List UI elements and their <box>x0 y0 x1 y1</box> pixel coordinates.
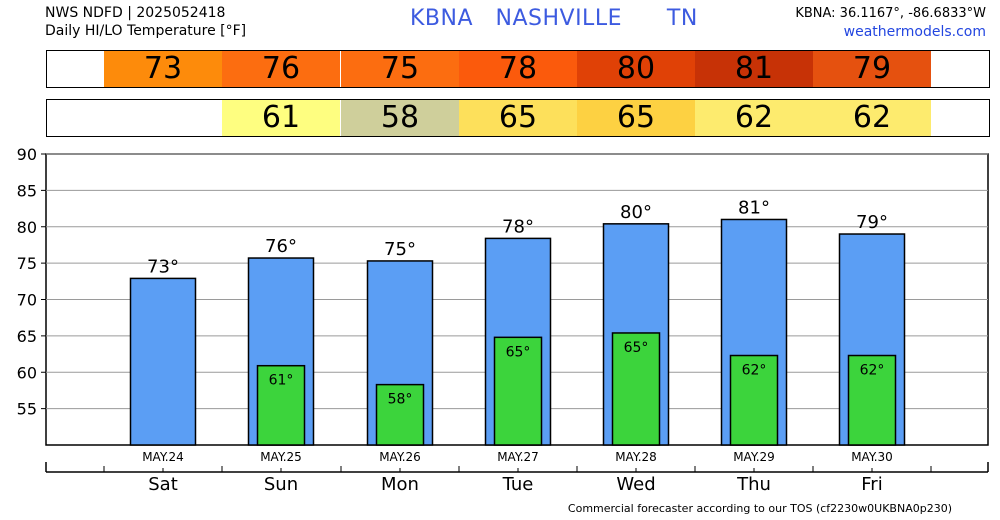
high-label: 73° <box>147 256 179 277</box>
low-temp-cell: 65 <box>577 100 695 136</box>
high-temp-cell: 79 <box>813 51 931 87</box>
low-temp-strip: 61 58 65 65 62 62 <box>46 99 990 137</box>
y-tick-label: 55 <box>17 400 37 419</box>
low-label: 62° <box>860 363 885 379</box>
temperature-chart: 55 60 65 70 75 80 85 90 73° 76° 61° 75° 58° 78° 65° 80°… <box>17 145 989 495</box>
site-link[interactable]: weathermodels.com <box>843 24 986 40</box>
low-label: 62° <box>742 363 767 379</box>
product-label: Daily HI/LO Temperature [°F] <box>45 23 247 39</box>
low-bar <box>375 383 425 446</box>
low-label: 65° <box>624 340 649 356</box>
y-tick-label: 60 <box>17 363 37 382</box>
high-label: 78° <box>502 216 534 237</box>
date-label: MAY.26 <box>379 450 421 464</box>
y-tick-label: 80 <box>17 218 37 237</box>
day-label: Sun <box>264 474 298 495</box>
low-bar <box>729 354 779 446</box>
date-label: MAY.30 <box>851 450 893 464</box>
date-label: MAY.25 <box>260 450 302 464</box>
low-bar <box>847 354 897 446</box>
y-tick-label: 90 <box>17 145 37 164</box>
low-temp-cell: 61 <box>222 100 340 136</box>
high-temp-cell: 81 <box>695 51 813 87</box>
low-temp-cell: 65 <box>459 100 577 136</box>
header-right: KBNA: 36.1167°, -86.6833°W weathermodels… <box>795 4 986 42</box>
high-temp-strip: 73 76 75 78 80 81 79 <box>46 50 990 88</box>
high-bar <box>129 277 197 446</box>
low-temp-cell: 62 <box>695 100 813 136</box>
low-bar <box>493 336 543 446</box>
high-temp-cell: 80 <box>577 51 695 87</box>
low-bar <box>611 332 661 446</box>
high-temp-cell: 76 <box>222 51 340 87</box>
high-label: 80° <box>620 202 652 223</box>
high-temp-cell: 75 <box>341 51 459 87</box>
day-label: Mon <box>381 474 419 495</box>
footer-note: Commercial forecaster according to our T… <box>567 502 952 515</box>
day-label: Sat <box>148 474 178 495</box>
date-label: MAY.24 <box>142 450 184 464</box>
y-tick-label: 75 <box>17 254 37 273</box>
low-label: 65° <box>506 344 531 360</box>
date-label: MAY.27 <box>497 450 539 464</box>
y-tick-label: 65 <box>17 327 37 346</box>
station-coordinates: KBNA: 36.1167°, -86.6833°W <box>795 6 986 21</box>
high-label: 75° <box>384 239 416 260</box>
day-label: Thu <box>736 474 771 495</box>
low-label: 61° <box>269 373 294 389</box>
y-tick-label: 70 <box>17 291 37 310</box>
day-label: Wed <box>616 474 655 495</box>
date-label: MAY.28 <box>615 450 657 464</box>
low-temp-cell: 62 <box>813 100 931 136</box>
date-label: MAY.29 <box>733 450 775 464</box>
day-label: Tue <box>502 474 534 495</box>
y-tick-label: 85 <box>17 181 37 200</box>
high-temp-cell: 73 <box>104 51 222 87</box>
day-label: Fri <box>861 474 882 495</box>
high-label: 79° <box>856 212 888 233</box>
low-bar <box>256 364 306 446</box>
high-label: 81° <box>738 197 770 218</box>
high-label: 76° <box>265 236 297 257</box>
station-title: KBNA NASHVILLE TN <box>410 6 698 31</box>
low-temp-cell: 58 <box>341 100 459 136</box>
high-temp-cell: 78 <box>459 51 577 87</box>
header-info: NWS NDFD | 2025052418 Daily HI/LO Temper… <box>45 4 246 40</box>
model-run-label: NWS NDFD | 2025052418 <box>45 5 226 21</box>
low-label: 58° <box>388 392 413 408</box>
